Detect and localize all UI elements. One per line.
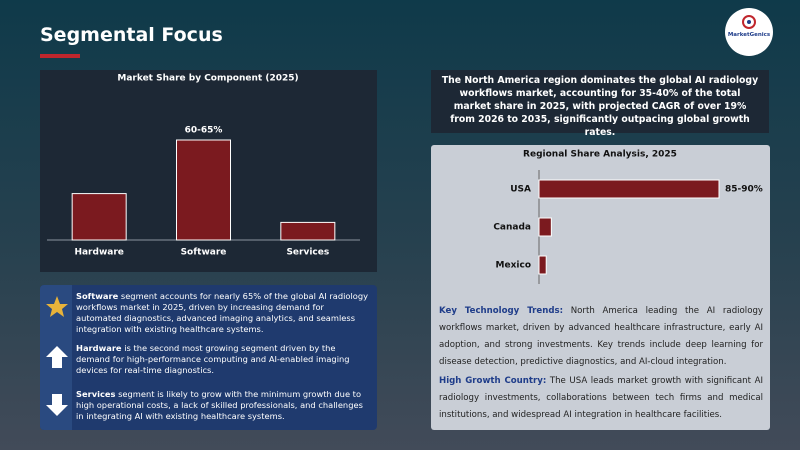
insights: Key Technology Trends: North America lea… xyxy=(439,303,763,426)
category-label: Software xyxy=(181,248,227,258)
category-label: Mexico xyxy=(496,261,531,271)
bar xyxy=(280,221,336,241)
segment-lead: Services xyxy=(76,389,116,399)
segment-item: Services segment is likely to grow with … xyxy=(76,389,369,422)
segment-text: is the second most growing segment drive… xyxy=(76,343,350,375)
insight-lead: High Growth Country: xyxy=(439,376,547,386)
up-arrow-icon xyxy=(46,346,68,368)
slide-title: Segmental Focus xyxy=(40,24,223,46)
summary-box: The North America region dominates the g… xyxy=(431,70,769,138)
star-icon xyxy=(46,296,68,317)
chart-title: Market Share by Component (2025) xyxy=(117,74,298,84)
down-arrow-icon xyxy=(46,394,68,416)
logo-icon xyxy=(742,15,756,29)
segment-item: Hardware is the second most growing segm… xyxy=(76,343,369,376)
insight-paragraph: High Growth Country: The USA leads marke… xyxy=(439,373,763,424)
insight-text: North America leading the AI radiology w… xyxy=(439,306,763,367)
segment-panel: Software segment accounts for nearly 65%… xyxy=(40,285,377,430)
insight-paragraph: Key Technology Trends: North America lea… xyxy=(439,303,763,371)
bar xyxy=(538,255,547,275)
segment-lead: Hardware xyxy=(76,343,122,353)
component-chart-panel: Market Share by Component (2025) Hardware… xyxy=(40,70,377,272)
bar xyxy=(176,139,231,241)
bar xyxy=(538,217,552,237)
bar xyxy=(538,179,720,199)
category-label: USA xyxy=(510,185,531,195)
segment-text: segment is likely to grow with the minim… xyxy=(76,389,363,421)
title-accent xyxy=(40,54,80,58)
component-chart: Market Share by Component (2025) Hardware… xyxy=(47,74,360,258)
category-label: Services xyxy=(286,248,329,258)
category-label: Canada xyxy=(493,223,531,233)
regional-chart: Regional Share Analysis, 2025 USA 85-90% Ca… xyxy=(493,150,763,284)
value-label: 85-90% xyxy=(725,185,763,195)
segment-lead: Software xyxy=(76,291,119,301)
chart-title: Regional Share Analysis, 2025 xyxy=(523,150,677,160)
logo: MarketGenics xyxy=(725,8,773,56)
insight-text: The USA leads market growth with signifi… xyxy=(439,376,763,420)
category-label: Hardware xyxy=(74,248,123,258)
bar xyxy=(71,193,127,241)
segment-text: segment accounts for nearly 65% of the g… xyxy=(76,291,369,334)
value-label: 60-65% xyxy=(185,126,223,136)
insight-lead: Key Technology Trends: xyxy=(439,306,564,316)
segment-item: Software segment accounts for nearly 65%… xyxy=(76,291,369,335)
logo-text: MarketGenics xyxy=(727,32,771,38)
regional-panel: Regional Share Analysis, 2025 USA 85-90% Ca… xyxy=(431,145,770,430)
